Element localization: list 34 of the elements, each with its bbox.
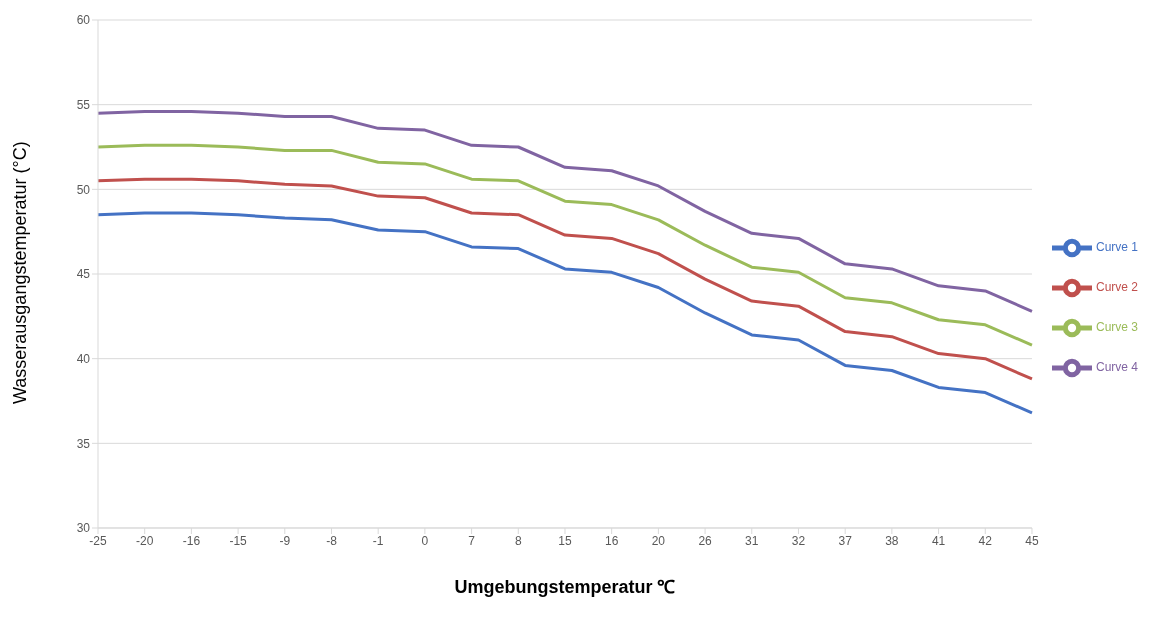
x-axis-title: Umgebungstemperatur ℃: [454, 577, 676, 597]
y-tick-label: 50: [76, 182, 91, 197]
y-tick-label: 35: [76, 436, 91, 451]
x-tick-label: -16: [182, 533, 201, 548]
x-tick-label: 20: [651, 533, 666, 548]
legend-label: Curve 1: [1095, 240, 1138, 255]
y-tick-label: 55: [76, 97, 91, 112]
legend-label: Curve 4: [1095, 360, 1138, 375]
x-tick-label: 26: [698, 533, 713, 548]
x-tick-label: -20: [136, 533, 154, 548]
legend-label: Curve 3: [1095, 320, 1138, 335]
x-tick-label: 0: [421, 533, 429, 548]
x-tick-label: 38: [885, 533, 899, 548]
x-tick-label: 45: [1025, 533, 1039, 548]
x-tick-label: 42: [978, 533, 993, 548]
x-tick-label: -15: [229, 533, 248, 548]
x-tick-label: 41: [931, 533, 946, 548]
legend-label: Curve 2: [1095, 280, 1138, 295]
y-tick-label: 45: [76, 267, 91, 282]
x-tick-label: 8: [514, 533, 522, 548]
x-tick-label: 16: [605, 533, 619, 548]
x-tick-label: -25: [89, 533, 107, 548]
y-axis-title: Wasserausgangstemperatur (°C): [10, 141, 31, 404]
y-tick-label: 40: [76, 351, 91, 366]
x-tick-label: 31: [745, 533, 759, 548]
x-tick-label: 15: [558, 533, 572, 548]
x-tick-label: -8: [326, 533, 338, 548]
y-tick-label: 30: [76, 521, 91, 536]
x-tick-label: 37: [838, 533, 853, 548]
x-tick-label: -1: [372, 533, 384, 548]
x-tick-label: -9: [279, 533, 291, 548]
y-tick-label: 60: [76, 13, 91, 28]
x-tick-label: 32: [791, 533, 806, 548]
x-tick-label: 7: [468, 533, 476, 548]
